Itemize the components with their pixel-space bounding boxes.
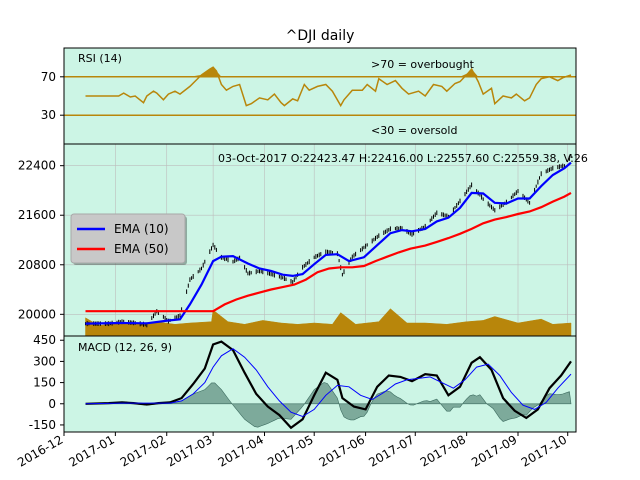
price-ytick-label-20000: 20000 bbox=[18, 307, 56, 321]
macd-signal-line bbox=[85, 348, 572, 418]
price-plot bbox=[85, 154, 572, 328]
xtick-label-2017-07: 2017-07 bbox=[366, 432, 416, 469]
xtick-label-2016-12: 2016-12 bbox=[15, 432, 65, 469]
macd-plot bbox=[85, 340, 572, 430]
rsi-panel-label: RSI (14) bbox=[78, 52, 122, 65]
price-ytick-label-22400: 22400 bbox=[18, 159, 56, 173]
macd-ytick-label-150: 150 bbox=[33, 376, 56, 390]
xtick-label-2017-04: 2017-04 bbox=[216, 432, 266, 469]
macd-ytick-label-300: 300 bbox=[33, 354, 56, 368]
macd-panel-frame bbox=[63, 335, 577, 433]
xtick-label-2017-02: 2017-02 bbox=[118, 432, 168, 469]
macd-ytick-label-0: 0 bbox=[48, 397, 56, 411]
chart-title: ^DJI daily bbox=[286, 28, 355, 44]
macd-ytick-label-450: 450 bbox=[33, 333, 56, 347]
legend-label-ema-slow: EMA (50) bbox=[114, 242, 169, 256]
volume-plot bbox=[85, 308, 572, 337]
volume-area bbox=[85, 308, 572, 337]
price-ytick-label-21600: 21600 bbox=[18, 208, 56, 222]
xtick-label-2017-10: 2017-10 bbox=[519, 432, 569, 469]
overbought-label: >70 = overbought bbox=[371, 58, 475, 71]
oversold-label: <30 = oversold bbox=[371, 124, 457, 137]
macd-panel-label: MACD (12, 26, 9) bbox=[78, 341, 172, 354]
legend-box bbox=[70, 213, 186, 264]
macd-ytick-label--150: -150 bbox=[29, 418, 56, 432]
ema-slow-line bbox=[85, 191, 572, 313]
price-info-label: 03-Oct-2017 O:22423.47 H:22416.00 L:2255… bbox=[218, 152, 588, 165]
xtick-label-2017-05: 2017-05 bbox=[265, 432, 315, 469]
rsi-plot bbox=[64, 66, 576, 116]
xtick-label-2017-09: 2017-09 bbox=[469, 432, 519, 469]
ema-fast-line bbox=[85, 161, 572, 325]
xtick-label-2017-08: 2017-08 bbox=[418, 432, 468, 469]
legend: EMA (10) EMA (50) bbox=[70, 213, 187, 265]
macd-line bbox=[85, 340, 572, 430]
price-ytick-label-20800: 20800 bbox=[18, 258, 56, 272]
xtick-label-2017-01: 2017-01 bbox=[66, 432, 116, 469]
rsi-ytick-label-70: 70 bbox=[41, 70, 56, 84]
rsi-overbought-fill bbox=[85, 67, 571, 77]
xtick-label-2017-03: 2017-03 bbox=[164, 432, 214, 469]
rsi-line bbox=[85, 66, 572, 108]
rsi-ytick-label-30: 30 bbox=[41, 108, 56, 122]
legend-label-ema-fast: EMA (10) bbox=[114, 222, 169, 236]
xtick-label-2017-06: 2017-06 bbox=[317, 432, 367, 469]
price-grid bbox=[63, 144, 576, 336]
rsi-panel-bg bbox=[64, 48, 576, 144]
